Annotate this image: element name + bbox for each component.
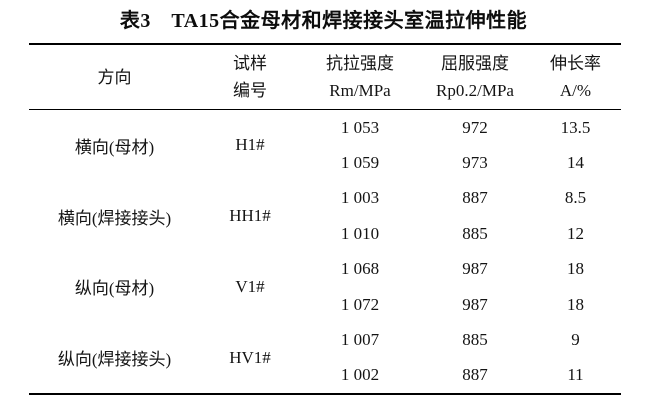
- col-header-yield-line1: 屈服强度: [441, 54, 509, 73]
- col-header-yield-strength: 屈服强度 Rp0.2/MPa: [420, 44, 530, 110]
- col-header-tensile-strength: 抗拉强度 Rm/MPa: [300, 44, 420, 110]
- cell-sample-id: V1#: [235, 276, 265, 296]
- cell-tensile-strength: 1 003: [340, 188, 380, 208]
- tensile-properties-table: 方向 试样 编号 抗拉强度 Rm/MPa 屈服强度 Rp0.2/MPa 伸长率 …: [29, 43, 621, 396]
- cell-elongation: 11: [567, 365, 584, 385]
- cell-elongation: 14: [567, 153, 584, 173]
- table-row: 纵向(焊接接头) HV1# 1 007 885 9: [29, 322, 621, 369]
- cell-yield-strength: 885: [462, 330, 488, 350]
- cell-tensile-strength: 1 002: [340, 365, 380, 385]
- cell-direction: 横向(母材): [74, 137, 155, 157]
- table-row: 纵向(母材) V1# 1 068 987 18: [29, 252, 621, 298]
- cell-tensile-strength: 1 007: [340, 330, 380, 350]
- cell-elongation: 13.5: [560, 117, 591, 137]
- col-header-tensile-line1: 抗拉强度: [326, 54, 394, 73]
- cell-elongation: 18: [567, 259, 584, 279]
- cell-yield-strength: 887: [462, 365, 488, 385]
- cell-elongation: 18: [567, 294, 584, 314]
- cell-sample-id: HV1#: [229, 347, 271, 367]
- cell-direction: 横向(焊接接头): [57, 208, 172, 228]
- cell-yield-strength: 987: [462, 259, 488, 279]
- col-header-sample-id: 试样 编号: [200, 44, 300, 110]
- table-body: 横向(母材) H1# 1 053 972 13.5 1 059 973 14 横…: [29, 110, 621, 395]
- cell-direction: 纵向(焊接接头): [57, 350, 172, 370]
- data-table: 方向 试样 编号 抗拉强度 Rm/MPa 屈服强度 Rp0.2/MPa 伸长率 …: [29, 43, 621, 396]
- cell-tensile-strength: 1 053: [340, 117, 380, 137]
- cell-tensile-strength: 1 068: [340, 259, 380, 279]
- cell-yield-strength: 972: [462, 117, 488, 137]
- col-header-sample-line2: 编号: [233, 81, 267, 100]
- col-header-direction: 方向: [29, 44, 200, 110]
- cell-elongation: 8.5: [564, 188, 587, 208]
- col-header-elongation-line2: A/%: [559, 81, 592, 100]
- cell-sample-id: HH1#: [229, 206, 271, 226]
- col-header-direction-label: 方向: [97, 67, 132, 87]
- cell-yield-strength: 885: [462, 223, 488, 243]
- cell-yield-strength: 973: [462, 153, 488, 173]
- cell-direction: 纵向(母材): [74, 279, 155, 299]
- cell-sample-id: H1#: [235, 135, 265, 155]
- table-row: 1 010 885 12: [29, 216, 621, 251]
- col-header-elongation: 伸长率 A/%: [530, 44, 621, 110]
- table-row: 1 059 973 14: [29, 145, 621, 180]
- cell-elongation: 12: [567, 223, 584, 243]
- col-header-elongation-line1: 伸长率: [550, 54, 601, 73]
- table-row: 1 072 987 18: [29, 287, 621, 322]
- table-title: 表3 TA15合金母材和焊接接头室温拉伸性能: [119, 10, 528, 32]
- table-header: 方向 试样 编号 抗拉强度 Rm/MPa 屈服强度 Rp0.2/MPa 伸长率 …: [29, 44, 621, 110]
- cell-tensile-strength: 1 059: [340, 153, 380, 173]
- table-row: 横向(母材) H1# 1 053 972 13.5: [29, 110, 621, 157]
- cell-tensile-strength: 1 072: [340, 294, 380, 314]
- col-header-sample-line1: 试样: [233, 54, 267, 73]
- table-row: 横向(焊接接头) HH1# 1 003 887 8.5: [29, 181, 621, 227]
- cell-yield-strength: 887: [462, 188, 488, 208]
- col-header-tensile-line2: Rm/MPa: [329, 81, 391, 100]
- table-row: 1 002 887 11: [29, 358, 621, 394]
- cell-yield-strength: 987: [462, 294, 488, 314]
- cell-tensile-strength: 1 010: [340, 223, 380, 243]
- cell-elongation: 9: [571, 330, 580, 350]
- col-header-yield-line2: Rp0.2/MPa: [436, 81, 514, 100]
